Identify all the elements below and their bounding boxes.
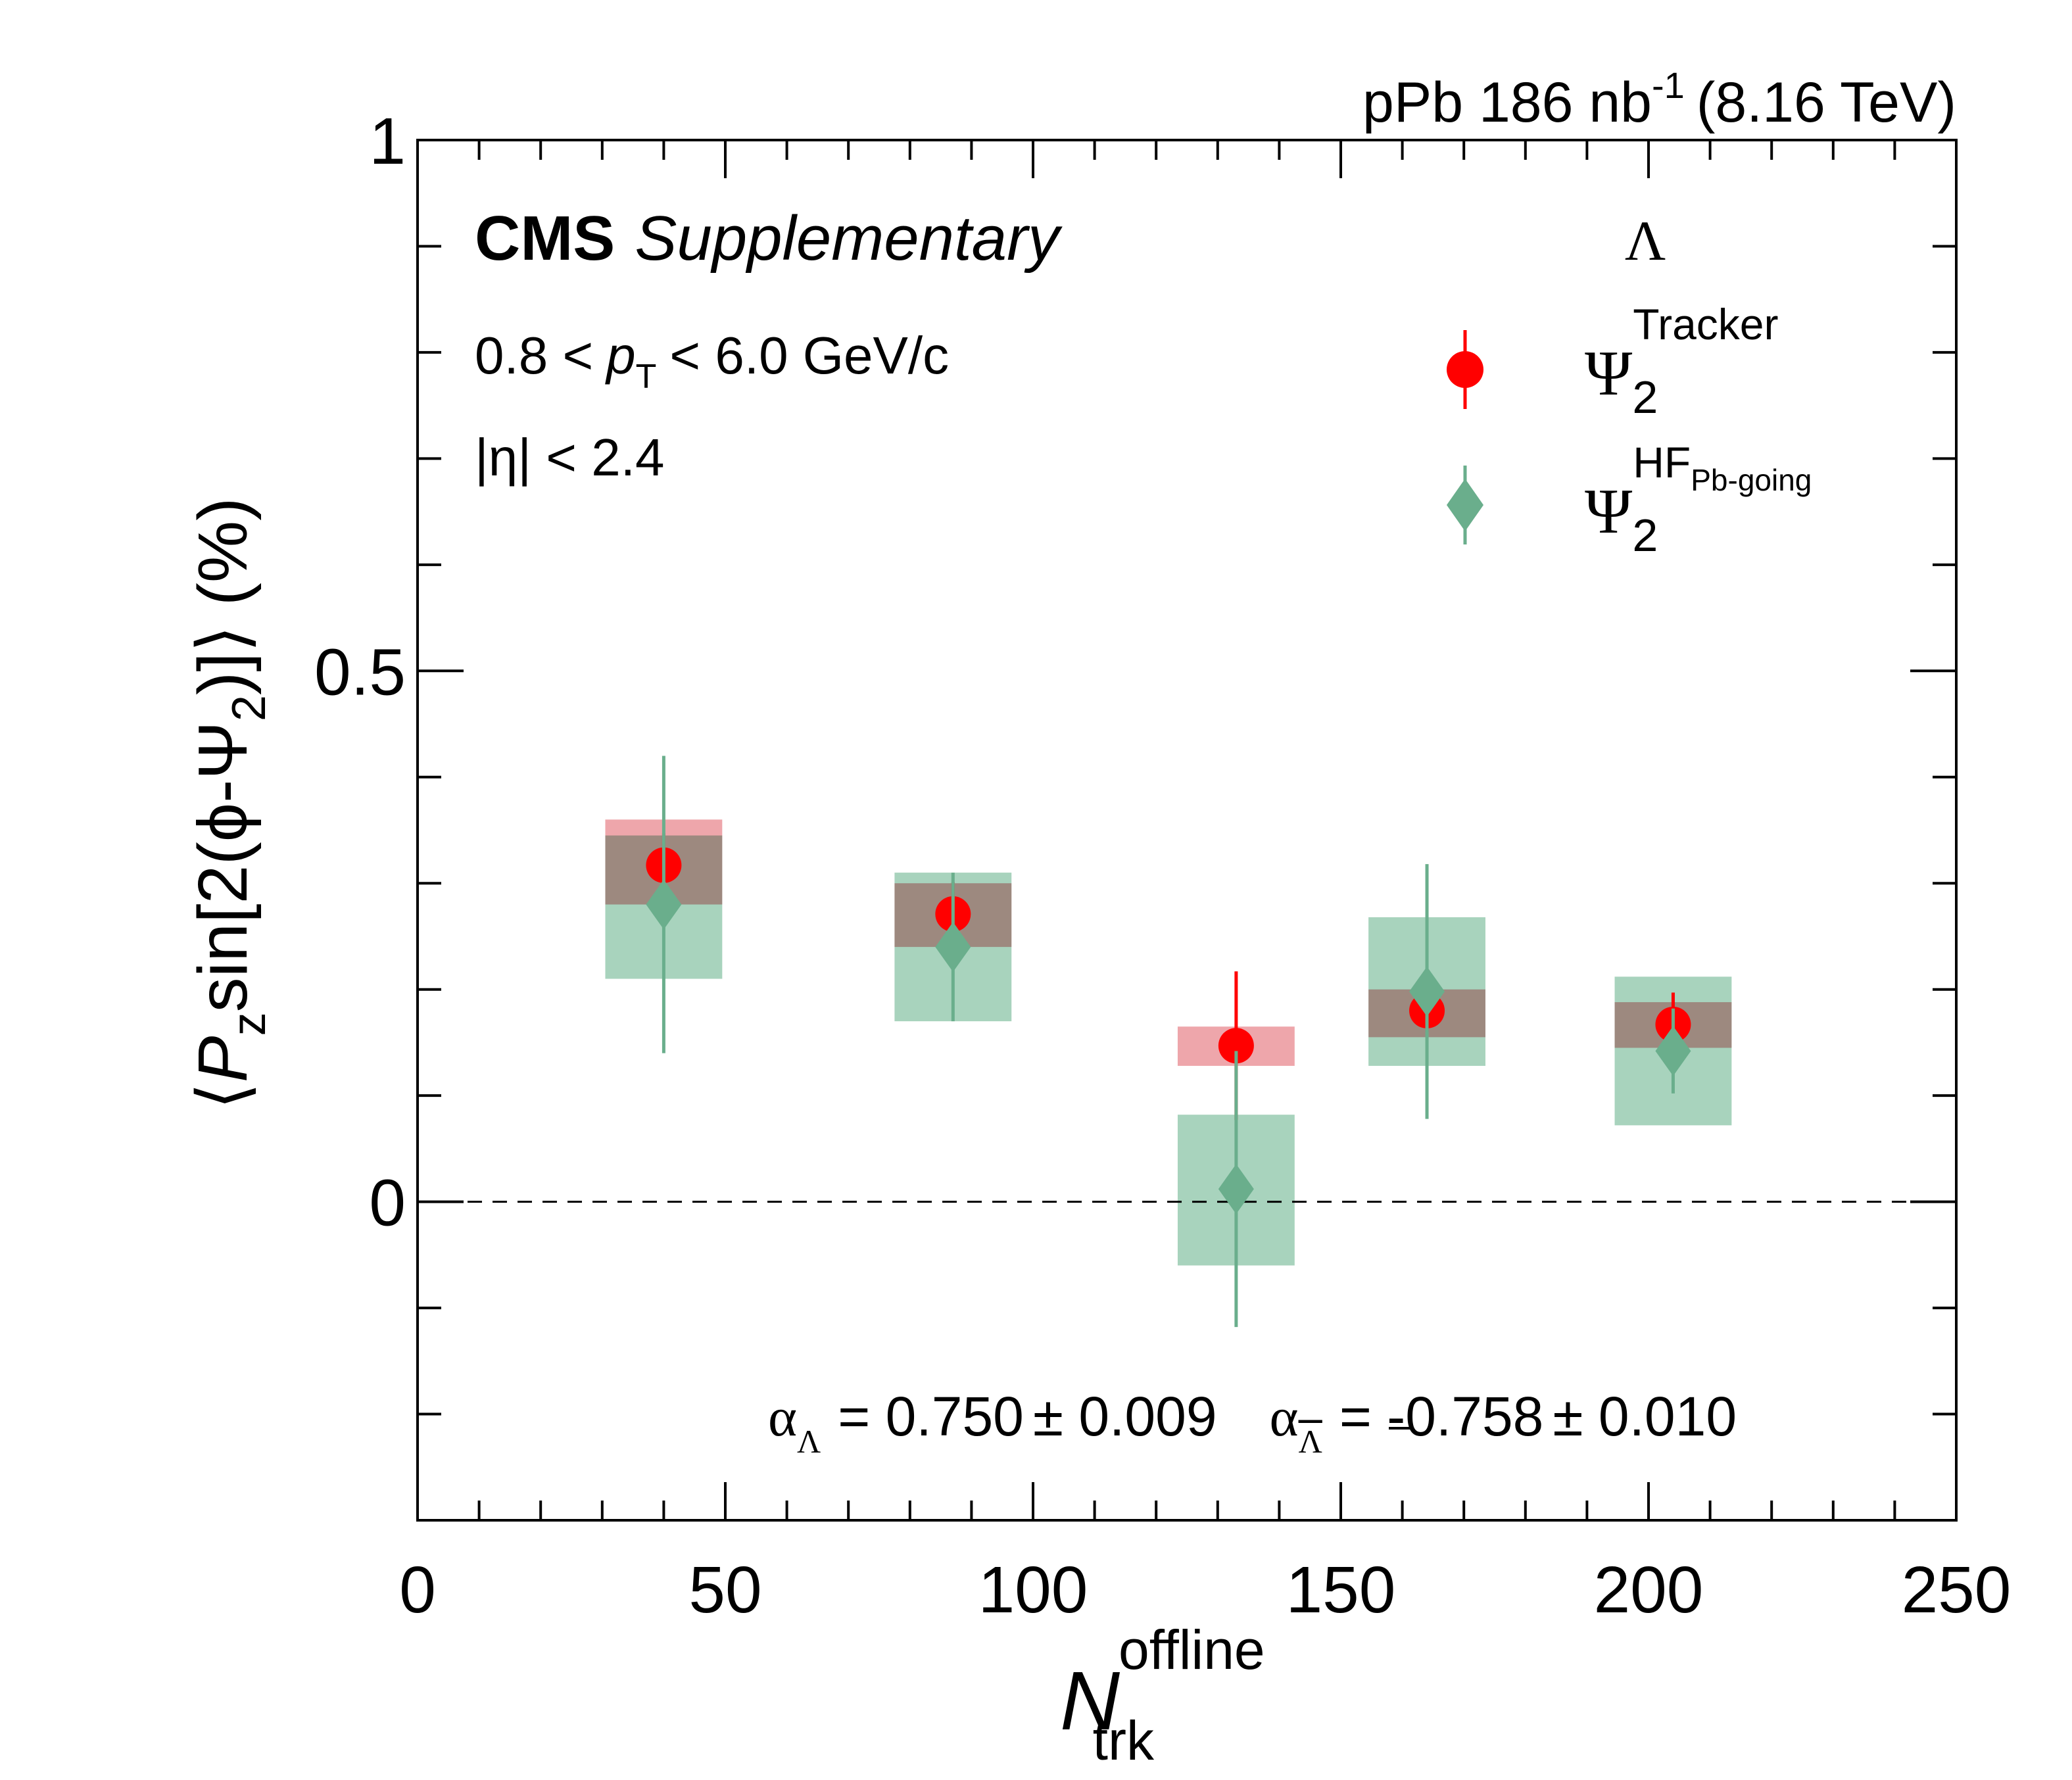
legend-header: Λ: [1625, 209, 1666, 272]
y-tick-label-0: 0: [369, 1167, 406, 1240]
pt-cut-label: 0.8 < pT < 6.0 GeV/c: [475, 326, 949, 396]
alpha-values-label: αΛ = 0.750 ± 0.009 αΛ = -0.758 ± 0.010: [768, 1385, 1737, 1460]
cms-label: CMS Supplementary: [475, 203, 1063, 274]
y-axis-title: ⟨Pzsin[2(ϕ-Ψ2)]⟩ (%): [184, 498, 276, 1110]
tracker-point-2: [1218, 1028, 1254, 1064]
axis-tick-labels: 0 50 100 150 200 250 0 0.5 1: [314, 105, 2011, 1627]
x-tick-label-4: 200: [1594, 1553, 1704, 1627]
legend-tracker-entry: Ψ2Tracker: [1447, 300, 1779, 423]
y-tick-label-1: 0.5: [314, 635, 406, 709]
x-tick-label-5: 250: [1902, 1553, 2012, 1627]
y-tick-label-2: 1: [369, 105, 406, 178]
systematic-boxes: [605, 819, 1732, 1266]
legend-hf-marker: [1447, 479, 1483, 531]
axes-frame: [416, 139, 1958, 1522]
plot-frame: [416, 139, 1958, 1522]
lumi-label: pPb 186 nb-1 (8.16 TeV): [1362, 64, 1956, 134]
eta-cut-label: |η| < 2.4: [475, 428, 664, 487]
hf-point-4: [1655, 1026, 1691, 1076]
x-axis-title: Noffline trk: [1060, 1619, 1265, 1771]
hf-point-0: [646, 879, 682, 930]
data-points: [646, 756, 1691, 1328]
x-tick-label-2: 100: [978, 1553, 1088, 1627]
legend-tracker-label: Ψ2Tracker: [1585, 300, 1779, 423]
legend-hf-entry: Ψ2HFPb-going: [1447, 438, 1812, 561]
x-tick-label-0: 0: [399, 1553, 436, 1627]
hf-point-2: [1218, 1164, 1254, 1215]
legend-tracker-marker: [1447, 351, 1483, 388]
axis-ticks: [416, 139, 1958, 1522]
hf-point-1: [935, 922, 971, 973]
hf-point-3: [1409, 966, 1445, 1017]
legend: Λ Ψ2Tracker Ψ2HFPb-going: [1447, 209, 1812, 561]
x-tick-label-3: 150: [1286, 1553, 1396, 1627]
lumi-exponent: -1: [1652, 64, 1685, 106]
legend-hf-label: Ψ2HFPb-going: [1585, 438, 1812, 561]
x-tick-label-1: 50: [688, 1553, 761, 1627]
